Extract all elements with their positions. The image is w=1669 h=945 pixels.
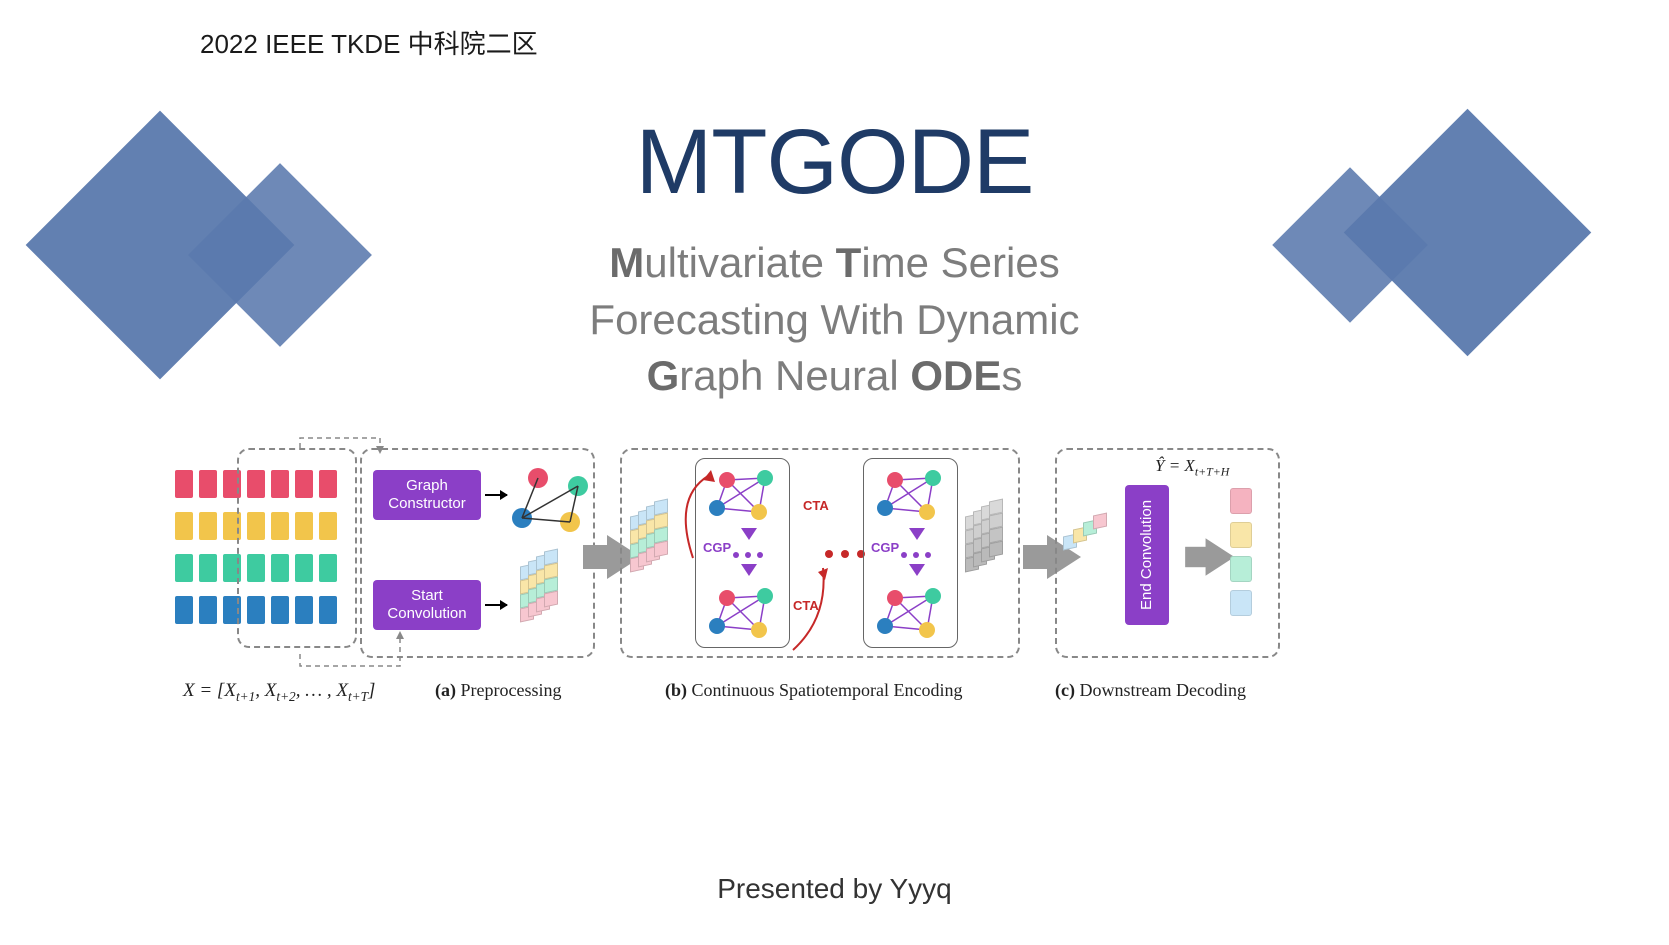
subtitle-bold-g: G <box>647 352 680 399</box>
output-bar <box>1230 556 1252 582</box>
subtitle-text: s <box>1001 352 1022 399</box>
presenter-label: Presented by Yyyq <box>0 873 1669 905</box>
graph-node <box>925 470 941 486</box>
venue-label: 2022 IEEE TKDE 中科院二区 <box>200 24 538 61</box>
input-formula: X = [Xt+1, Xt+2, … , Xt+T] <box>183 680 375 705</box>
feature-cube <box>1093 513 1107 530</box>
formula-text: Ŷ = X <box>1155 456 1195 475</box>
graph-node <box>887 472 903 488</box>
dot-icon <box>913 552 919 558</box>
down-arrow-icon <box>909 528 925 540</box>
caption-tag: (a) <box>435 680 456 700</box>
cta-label: CTA <box>803 498 829 513</box>
graph-constructor-module: Graph Constructor <box>373 470 481 520</box>
series-bar <box>199 596 217 624</box>
graph-node <box>877 500 893 516</box>
caption-a: (a) Preprocessing <box>435 680 561 701</box>
dot-icon <box>925 552 931 558</box>
output-bar <box>1230 522 1252 548</box>
caption-text: Downstream Decoding <box>1075 680 1246 700</box>
subtitle-text: ime Series <box>861 239 1059 286</box>
output-formula: Ŷ = Xt+T+H <box>1155 456 1229 479</box>
feature-cube <box>544 591 558 608</box>
start-convolution-module: Start Convolution <box>373 580 481 630</box>
graph-node <box>887 590 903 606</box>
subtitle: Multivariate Time Series Forecasting Wit… <box>0 235 1669 405</box>
series-bar <box>199 470 217 498</box>
down-arrow-icon <box>909 564 925 576</box>
series-bar <box>175 470 193 498</box>
graph-node <box>919 504 935 520</box>
arrow-icon <box>485 604 507 606</box>
subtitle-bold-ode: ODE <box>910 352 1001 399</box>
output-bar <box>1230 488 1252 514</box>
caption-c: (c) Downstream Decoding <box>1055 680 1246 701</box>
dot-icon <box>901 552 907 558</box>
mini-graph <box>510 468 590 538</box>
series-bar <box>175 554 193 582</box>
output-bar <box>1230 590 1252 616</box>
subtitle-text: raph Neural <box>679 352 910 399</box>
cta-label: CTA <box>793 598 819 613</box>
caption-tag: (b) <box>665 680 687 700</box>
graph-node <box>919 622 935 638</box>
ellipsis-dot <box>841 550 849 558</box>
arrow-icon <box>485 494 507 496</box>
series-bar <box>199 554 217 582</box>
architecture-diagram: Graph Constructor Start Convolution CGP <box>175 440 1495 700</box>
end-convolution-module: End Convolution <box>1125 485 1169 625</box>
main-title: MTGODE <box>0 110 1669 215</box>
caption-text: Continuous Spatiotemporal Encoding <box>687 680 962 700</box>
feature-cube <box>989 541 1003 558</box>
caption-text: Preprocessing <box>456 680 561 700</box>
series-bar <box>175 596 193 624</box>
cgp-label: CGP <box>871 540 899 555</box>
subtitle-text: Forecasting With Dynamic <box>589 296 1079 343</box>
caption-b: (b) Continuous Spatiotemporal Encoding <box>665 680 962 701</box>
subtitle-text: ultivariate <box>644 239 835 286</box>
cta-arrows <box>653 458 843 658</box>
graph-node <box>925 588 941 604</box>
series-bar <box>199 512 217 540</box>
series-bar <box>175 512 193 540</box>
graph-node <box>877 618 893 634</box>
subtitle-bold-m: M <box>609 239 644 286</box>
ellipsis-dot <box>825 550 833 558</box>
formula-sub: t+T+H <box>1195 464 1230 478</box>
subtitle-bold-t: T <box>836 239 862 286</box>
caption-tag: (c) <box>1055 680 1075 700</box>
